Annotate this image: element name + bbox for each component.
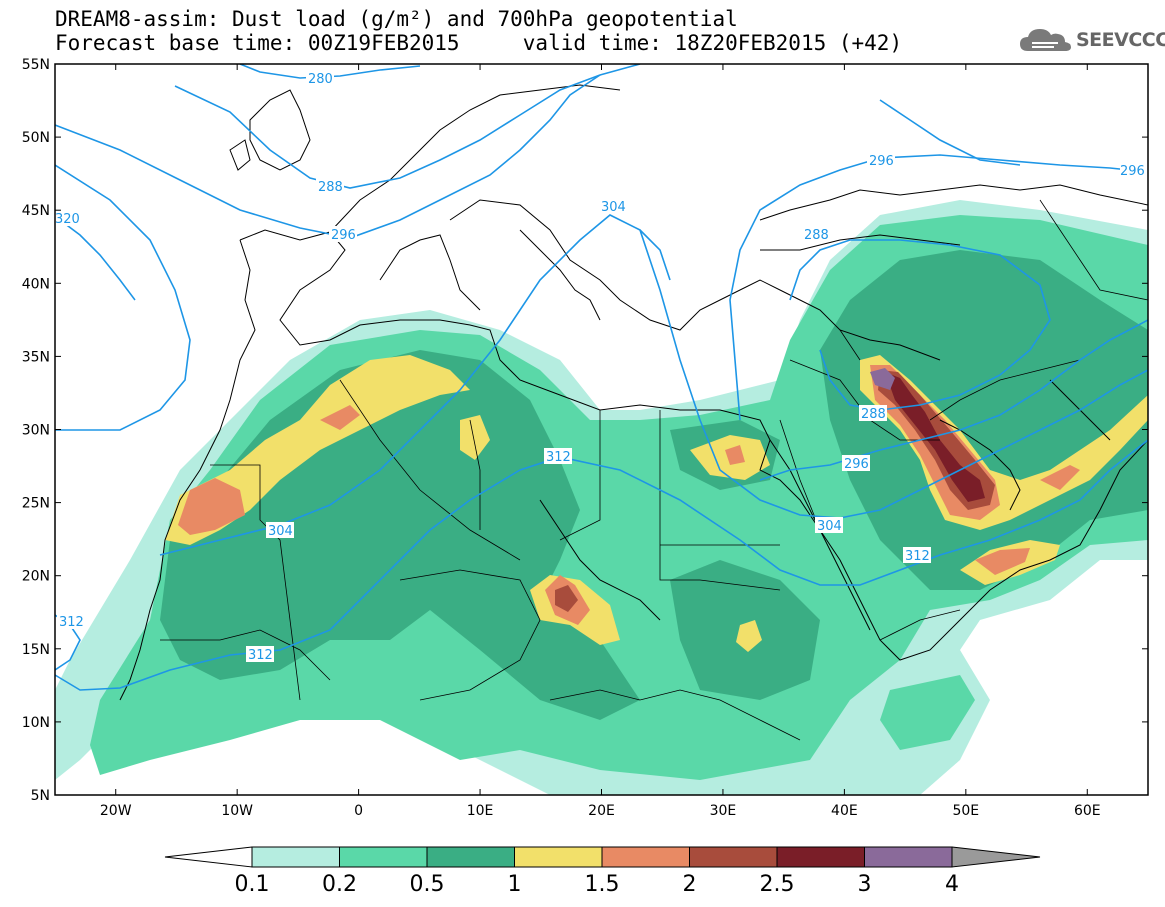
contour-label: 312 (544, 448, 572, 465)
lat-label: 10N (22, 715, 50, 731)
svg-text:312: 312 (248, 648, 273, 663)
colorbar-segment (339, 846, 428, 868)
colorbar-label: 0.1 (234, 872, 270, 897)
lat-label: 50N (22, 130, 50, 146)
svg-text:296: 296 (869, 154, 894, 169)
lon-label: 40E (831, 803, 858, 819)
colorbar-label: 2.5 (759, 872, 795, 897)
colorbar-under-triangle (164, 846, 253, 868)
dust-level-2 (555, 585, 578, 612)
contour-label: 280 (306, 70, 334, 87)
contour-label: 296 (867, 152, 895, 169)
colorbar-segment (776, 846, 865, 868)
dust-level-0.2 (880, 675, 975, 750)
lat-label: 45N (22, 203, 50, 219)
contour-labels: 280 288 296 304 312 320 288 296 304 312 … (55, 70, 1148, 663)
contour-label: 304 (815, 517, 843, 534)
lat-label: 40N (22, 276, 50, 292)
dust-level-1 (860, 355, 1148, 530)
svg-text:304: 304 (268, 524, 293, 539)
colorbar-segment (251, 846, 340, 868)
contour-label: 296 (1120, 162, 1148, 179)
lon-label: 20W (100, 803, 132, 819)
colorbar-segment (689, 846, 778, 868)
dust-level-1.5 (975, 548, 1030, 575)
colorbar-segment (426, 846, 515, 868)
colorbar-segment (601, 846, 690, 868)
lat-label: 15N (22, 642, 50, 658)
map-title: DREAM8-assim: Dust load (g/m²) and 700hP… (55, 7, 738, 31)
svg-text:320: 320 (55, 212, 80, 227)
dust-level-3 (870, 368, 895, 390)
lon-label: 50E (952, 803, 979, 819)
colorbar-over-triangle (951, 846, 1041, 868)
contour-label: 296 (329, 226, 357, 243)
svg-text:288: 288 (804, 228, 829, 243)
lat-label: 25N (22, 496, 50, 512)
lat-label: 30N (22, 423, 50, 439)
contour-label: 304 (266, 522, 294, 539)
svg-text:296: 296 (844, 457, 869, 472)
lat-label: 35N (22, 349, 50, 365)
lat-label: 20N (22, 569, 50, 585)
lon-label: 10W (221, 803, 253, 819)
geopotential-contours (55, 64, 1148, 691)
svg-text:312: 312 (546, 450, 571, 465)
contour-label: 312 (246, 646, 274, 663)
colorbar-label: 0.5 (409, 872, 445, 897)
colorbar-label: 3 (857, 872, 872, 897)
svg-text:312: 312 (905, 549, 930, 564)
svg-text:280: 280 (308, 72, 333, 87)
lat-label: 55N (22, 57, 50, 73)
colorbar-label: 1 (507, 872, 522, 897)
lon-label: 0 (354, 803, 363, 819)
colorbar-label: 4 (945, 872, 959, 897)
lon-label: 10E (467, 803, 494, 819)
dust-level-1.5 (725, 445, 745, 465)
dust-level-0.5 (820, 250, 1148, 590)
colorbar-label: 0.2 (322, 872, 357, 897)
dust-level-1.5 (320, 405, 360, 430)
svg-text:304: 304 (601, 200, 626, 215)
latitude-axis: 55N 50N 45N 40N 35N 30N 25N 20N 15N 10N 5N (22, 57, 1148, 804)
contour-label: 288 (859, 405, 887, 422)
colorbar-label: 1.5 (584, 872, 620, 897)
svg-text:296: 296 (1120, 164, 1145, 179)
map-subtitle: Forecast base time: 00Z19FEB2015 valid t… (55, 31, 903, 55)
contour-label: 288 (316, 178, 344, 195)
svg-text:304: 304 (817, 519, 842, 534)
dust-level-1.5 (1040, 465, 1080, 490)
longitude-axis: 20W 10W 0 10E 20E 30E 40E 50E 60E (100, 64, 1101, 819)
svg-text:288: 288 (318, 180, 343, 195)
contour-label: 320 (55, 210, 80, 227)
colorbar-label: 2 (682, 872, 697, 897)
dust-level-1 (736, 620, 762, 652)
contour-label: 312 (57, 613, 85, 630)
contour-label: 296 (842, 455, 870, 472)
colorbar-segment (864, 846, 953, 868)
lon-label: 20E (588, 803, 615, 819)
coastlines (119, 84, 1148, 701)
lon-label: 60E (1074, 803, 1101, 819)
colorbar-segment (514, 846, 603, 868)
lon-label: 30E (710, 803, 737, 819)
dust-level-1 (460, 415, 490, 460)
colorbar (164, 846, 1041, 868)
svg-text:288: 288 (861, 407, 886, 422)
contour-label: 312 (903, 547, 931, 564)
contour-label: 304 (599, 198, 627, 215)
logo-text: SEEVCCC (1076, 29, 1165, 51)
dust-level-1.5 (178, 478, 245, 535)
dust-fields (55, 200, 1148, 795)
contour-label: 288 (802, 226, 830, 243)
svg-text:312: 312 (59, 615, 84, 630)
cloud-icon (1020, 29, 1071, 51)
svg-text:296: 296 (331, 228, 356, 243)
lat-label: 5N (31, 788, 50, 804)
